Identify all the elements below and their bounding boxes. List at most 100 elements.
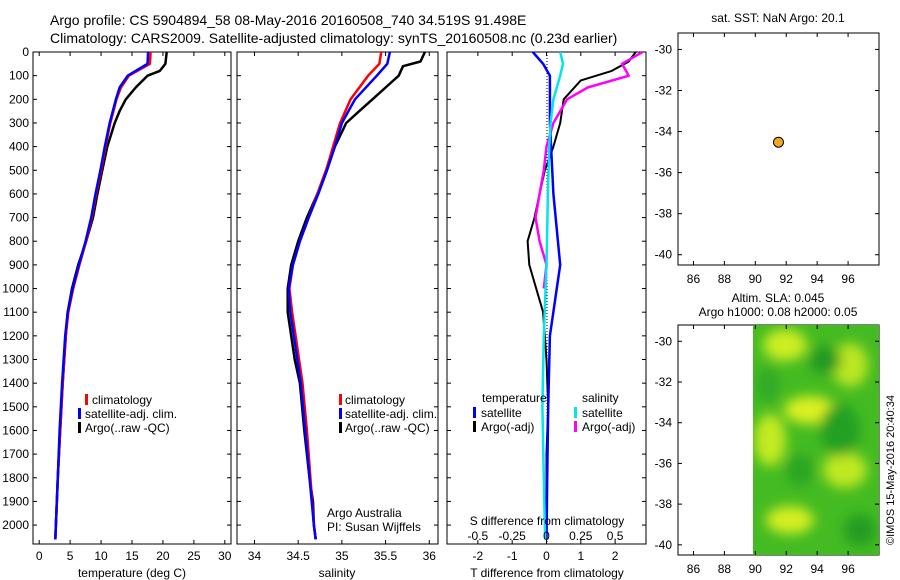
difference-legend-t-argo: Argo(-adj) (481, 420, 534, 434)
depth-tick-label: 600 (9, 187, 29, 201)
s-diff-tick-label: 0.25 (569, 529, 593, 543)
x-tick-label: 15 (125, 549, 139, 563)
sla-patch (786, 454, 814, 486)
difference-s-argo-line (534, 52, 644, 289)
depth-tick-label: 100 (9, 69, 29, 83)
difference-s-ticks: -0.5 -0.25 0 0.25 0.5 (468, 529, 624, 543)
x-tick-label: 36 (423, 549, 437, 563)
salinity-legend-climatology: climatology (345, 393, 405, 407)
difference-s-satellite-line (541, 52, 565, 540)
x-tick-label: -2 (473, 549, 484, 563)
depth-axis: 0 100 200 300 400 500 600 700 800 900 1000 1100 1200… (2, 45, 646, 532)
temperature-satellite-line (54, 52, 150, 540)
temperature-x-ticks: 0 5 10 15 20 25 30 (36, 52, 232, 563)
salinity-series (286, 52, 427, 540)
map-x-tick-label: 94 (810, 272, 824, 286)
x-tick-label: 5 (67, 549, 74, 563)
depth-tick-label: 500 (9, 163, 29, 177)
sla-patch (766, 506, 814, 534)
difference-legend-s-satellite-swatch (574, 407, 577, 418)
sla-axes: 86 88 90 92 94 96 -30 -32 -34 -36 -38 -40 (655, 325, 879, 576)
map-x-tick-label: 86 (687, 272, 701, 286)
salinity-legend-climatology-swatch (339, 394, 342, 405)
depth-tick-label: 800 (9, 234, 29, 248)
location-axes: 86 88 90 92 94 96 -30 -32 -34 -36 -38 -40 (655, 33, 879, 286)
salinity-legend: climatology satellite-adj. clim. Argo(..… (339, 393, 437, 435)
map-x-tick-label: 90 (749, 272, 763, 286)
difference-x-ticks: -2 -1 0 1 2 (473, 52, 619, 563)
salinity-legend-argo: Argo(..raw -QC) (345, 421, 430, 435)
difference-legend-s-satellite: satellite (582, 406, 623, 420)
depth-tick-label: 700 (9, 211, 29, 225)
depth-tick-label: 1400 (2, 376, 29, 390)
difference-legend-title-salinity: salinity (582, 391, 619, 405)
sla-patch (763, 329, 807, 361)
x-tick-label: 30 (218, 549, 232, 563)
s-diff-tick-label: 0 (543, 529, 550, 543)
map-y-tick-label: -40 (655, 538, 673, 552)
difference-legend-title-temperature: temperature (482, 391, 547, 405)
map-y-tick-label: -34 (655, 416, 673, 430)
map-y-tick-label: -38 (655, 497, 673, 511)
x-tick-label: 25 (187, 549, 201, 563)
difference-series (526, 52, 644, 540)
x-tick-label: 10 (94, 549, 108, 563)
depth-tick-label: 200 (9, 92, 29, 106)
location-panel-frame (677, 32, 880, 266)
x-tick-label: 1 (577, 549, 584, 563)
argo-location-marker (772, 136, 784, 148)
sla-patch (823, 452, 867, 488)
map-y-tick-label: -40 (655, 248, 673, 262)
temperature-legend-satellite-swatch (78, 408, 81, 419)
temperature-legend-satellite: satellite-adj. clim. (85, 407, 177, 421)
x-tick-label: 0 (36, 549, 43, 563)
sla-heatmap-patches (754, 329, 876, 546)
sla-patch (809, 346, 841, 374)
s-diff-tick-label: -0.5 (468, 529, 489, 543)
sla-patch (844, 514, 876, 546)
watermark: ©IMOS 15-May-2016 20:40:34 (885, 395, 897, 545)
difference-legend: temperature salinity satellite Argo(-adj… (473, 391, 635, 434)
temperature-x-label: temperature (deg C) (78, 566, 186, 580)
s-diff-tick-label: -0.25 (499, 529, 527, 543)
x-tick-label: 35.5 (374, 549, 398, 563)
difference-legend-t-satellite: satellite (481, 406, 522, 420)
difference-s-label: S difference from climatology (470, 514, 625, 528)
temperature-panel-frame (32, 51, 232, 545)
s-diff-tick-label: 0.5 (607, 529, 624, 543)
depth-tick-label: 1300 (2, 353, 29, 367)
map-y-tick-label: -38 (655, 207, 673, 221)
map-y-tick-label: -32 (655, 83, 673, 97)
x-tick-label: 0 (543, 549, 550, 563)
depth-tick-label: 2000 (2, 518, 29, 532)
sla-patch (820, 404, 860, 456)
salinity-satellite-line (287, 52, 392, 540)
sla-title-line2: Argo h1000: 0.08 h2000: 0.05 (699, 305, 858, 319)
difference-legend-s-argo: Argo(-adj) (582, 420, 635, 434)
difference-t-satellite-line (531, 52, 562, 540)
map-x-tick-label: 88 (718, 562, 732, 576)
map-x-tick-label: 96 (841, 562, 855, 576)
difference-legend-t-argo-swatch (473, 421, 476, 432)
temperature-series (54, 52, 168, 540)
difference-legend-s-argo-swatch (574, 421, 577, 432)
depth-tick-label: 1700 (2, 447, 29, 461)
depth-tick-label: 1000 (2, 282, 29, 296)
map-y-tick-label: -34 (655, 125, 673, 139)
map-y-tick-label: -30 (655, 334, 673, 348)
x-tick-label: 20 (156, 549, 170, 563)
depth-tick-label: 900 (9, 258, 29, 272)
map-y-tick-label: -36 (655, 166, 673, 180)
depth-tick-label: 1800 (2, 471, 29, 485)
depth-tick-label: 1900 (2, 494, 29, 508)
sla-patch (754, 414, 786, 466)
x-tick-label: 35 (335, 549, 349, 563)
temperature-legend-climatology-swatch (85, 394, 88, 405)
salinity-legend-satellite: satellite-adj. clim. (345, 407, 437, 421)
depth-tick-label: 1500 (2, 400, 29, 414)
temperature-legend: climatology satellite-adj. clim. Argo(..… (78, 393, 177, 435)
salinity-annotation-line2: PI: Susan Wijffels (327, 520, 421, 534)
map-x-tick-label: 86 (687, 562, 701, 576)
location-title: sat. SST: NaN Argo: 20.1 (711, 11, 845, 25)
map-x-tick-label: 96 (841, 272, 855, 286)
